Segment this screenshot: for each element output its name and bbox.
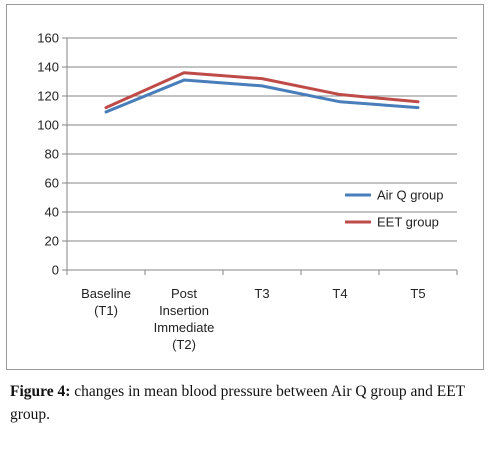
series-lines	[104, 71, 420, 114]
axes	[62, 37, 458, 275]
x-tick-label-line: Insertion	[159, 303, 209, 318]
x-tick-label: Post Insertion Immediate (T2)	[154, 286, 215, 352]
chart-frame: 0 20 40 60 80 100 120 140 160 Baseline (T1) Post In…	[6, 4, 484, 370]
x-tick-label-line: Post	[171, 286, 197, 301]
y-tick-label: 100	[37, 118, 59, 133]
line-chart: 0 20 40 60 80 100 120 140 160 Baseline (T1) Post In…	[37, 31, 458, 352]
y-tick-label: 40	[45, 205, 59, 220]
x-tick-label-line: (T1)	[94, 303, 118, 318]
x-tick-label-line: T5	[410, 286, 425, 301]
x-tick-label: T5	[410, 286, 425, 301]
x-tick-label-line: Immediate	[154, 320, 215, 335]
figure-label: Figure 4:	[10, 383, 71, 400]
y-tick-label: 140	[37, 60, 59, 75]
legend-label: EET group	[377, 215, 439, 230]
x-tick-label: Baseline (T1)	[81, 286, 131, 318]
y-tick-label: 80	[45, 147, 59, 162]
y-tick-label: 60	[45, 176, 59, 191]
figure-caption: Figure 4: changes in mean blood pressure…	[10, 380, 484, 426]
y-tick-label: 0	[52, 263, 59, 278]
series-line-air-q	[104, 78, 420, 114]
legend: Air Q group EET group	[345, 188, 443, 230]
grid-lines	[67, 37, 457, 242]
y-tick-label: 120	[37, 89, 59, 104]
x-tick-label-line: Baseline	[81, 286, 131, 301]
y-tick-label: 20	[45, 234, 59, 249]
x-tick-label-line: T4	[332, 286, 347, 301]
y-tick-label: 160	[37, 31, 59, 46]
caption-text: changes in mean blood pressure between A…	[10, 383, 465, 423]
x-tick-label: T4	[332, 286, 347, 301]
x-tick-label-line: T3	[254, 286, 269, 301]
x-tick-label-line: (T2)	[172, 337, 196, 352]
y-tick-labels: 0 20 40 60 80 100 120 140 160	[37, 31, 59, 278]
x-tick-labels: Baseline (T1) Post Insertion Immediate (T2) T3…	[81, 286, 426, 352]
x-tick-label: T3	[254, 286, 269, 301]
series-line-eet	[104, 71, 420, 110]
legend-label: Air Q group	[377, 188, 443, 203]
